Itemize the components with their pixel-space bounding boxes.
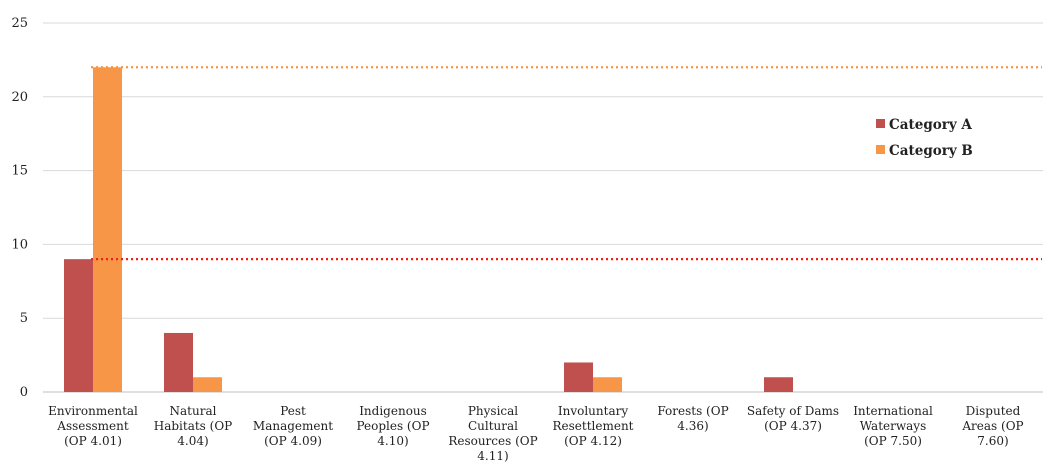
x-tick-label: International Waterways (OP 7.50) [853,404,933,448]
bar-category-b [193,377,222,392]
bar-category-b [593,377,622,392]
y-tick-label: 15 [11,164,28,179]
y-axis-ticks: 0 5 10 15 20 25 [11,16,28,400]
legend-swatch [876,145,885,154]
y-tick-label: 0 [20,385,28,400]
bar-category-a [164,332,193,392]
gridlines [43,22,1043,393]
bar-category-a [764,377,793,392]
x-tick-label: Physical Cultural Resources (OP 4.11) [448,404,537,463]
y-tick-label: 10 [11,237,28,252]
bar-category-a [564,362,593,392]
legend-label: Category B [889,143,973,159]
bar-category-b [93,67,122,392]
x-tick-label: Indigenous Peoples (OP 4.10) [356,404,429,448]
reference-lines [91,66,1042,261]
x-tick-label: Natural Habitats (OP 4.04) [154,404,233,448]
x-tick-label: Disputed Areas (OP 7.60) [961,404,1023,448]
legend-swatch [876,119,885,128]
x-tick-label: Environmental Assessment (OP 4.01) [48,404,138,448]
x-tick-label: Involuntary Resettlement (OP 4.12) [552,404,633,448]
legend: Category A Category B [876,117,973,159]
bar-category-a [64,259,93,392]
legend-label: Category A [889,117,972,133]
y-tick-label: 20 [11,90,28,105]
y-tick-label: 5 [20,311,28,326]
x-tick-label: Safety of Dams (OP 4.37) [747,404,839,433]
x-axis-labels: Environmental Assessment (OP 4.01) Natural H… [48,404,1024,463]
bars [64,67,793,392]
y-tick-label: 25 [11,16,28,31]
x-tick-label: Pest Management (OP 4.09) [253,404,333,448]
x-tick-label: Forests (OP 4.36) [657,404,728,433]
